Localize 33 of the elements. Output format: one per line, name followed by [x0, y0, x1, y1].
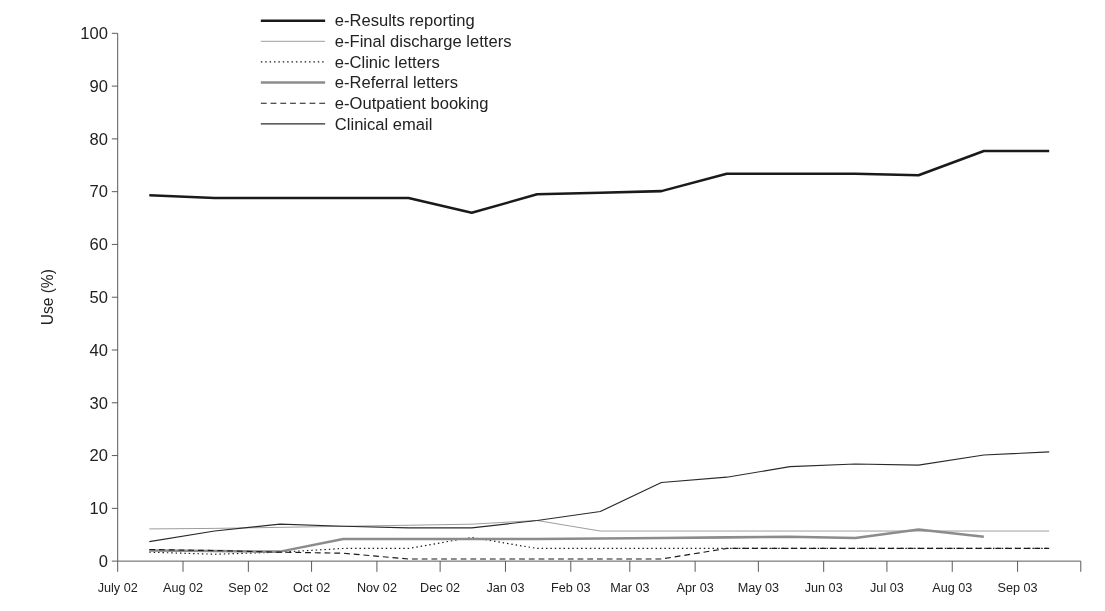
y-tick-label: 10: [89, 499, 108, 519]
x-tick-label: Dec 02: [420, 581, 461, 596]
y-tick-label: 60: [89, 235, 108, 255]
legend-label: e-Clinic letters: [334, 52, 440, 72]
x-tick-label: Aug 03: [932, 581, 973, 596]
y-tick-label: 0: [98, 551, 108, 571]
x-tick-label: Sep 03: [997, 581, 1038, 596]
x-tick-label: Apr 03: [676, 581, 714, 596]
y-axis-title: Use (%): [39, 269, 57, 326]
x-tick-label: Jun 03: [804, 581, 843, 596]
x-tick-label: Sep 02: [228, 581, 269, 596]
x-tick-label: July 02: [97, 581, 138, 596]
x-tick-label: Oct 02: [292, 581, 331, 596]
y-tick-label: 20: [89, 446, 108, 466]
y-tick-label: 30: [89, 393, 108, 413]
legend-label: e-Final discharge letters: [334, 32, 512, 52]
y-tick-label: 80: [89, 129, 108, 149]
x-tick-label: Jul 03: [870, 581, 904, 596]
legend-label: e-Results reporting: [334, 11, 475, 31]
x-tick-label: Mar 03: [610, 581, 650, 596]
x-tick-label: Jan 03: [486, 581, 525, 596]
legend-label: Clinical email: [334, 114, 433, 134]
y-tick-label: 70: [89, 182, 108, 202]
x-tick-label: Feb 03: [551, 581, 591, 596]
y-tick-label: 50: [89, 288, 108, 308]
x-tick-label: Aug 02: [162, 581, 204, 596]
y-tick-label: 90: [89, 76, 108, 96]
y-tick-label: 100: [80, 24, 108, 44]
legend-label: e-Outpatient booking: [334, 94, 489, 114]
y-tick-label: 40: [89, 340, 108, 360]
x-tick-label: Nov 02: [356, 581, 397, 596]
legend-label: e-Referral letters: [334, 73, 459, 93]
x-tick-label: May 03: [737, 581, 780, 596]
